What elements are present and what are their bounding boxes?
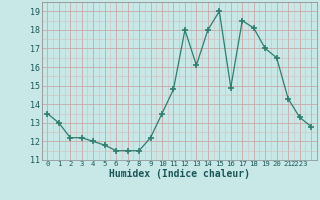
X-axis label: Humidex (Indice chaleur): Humidex (Indice chaleur) [109, 169, 250, 179]
